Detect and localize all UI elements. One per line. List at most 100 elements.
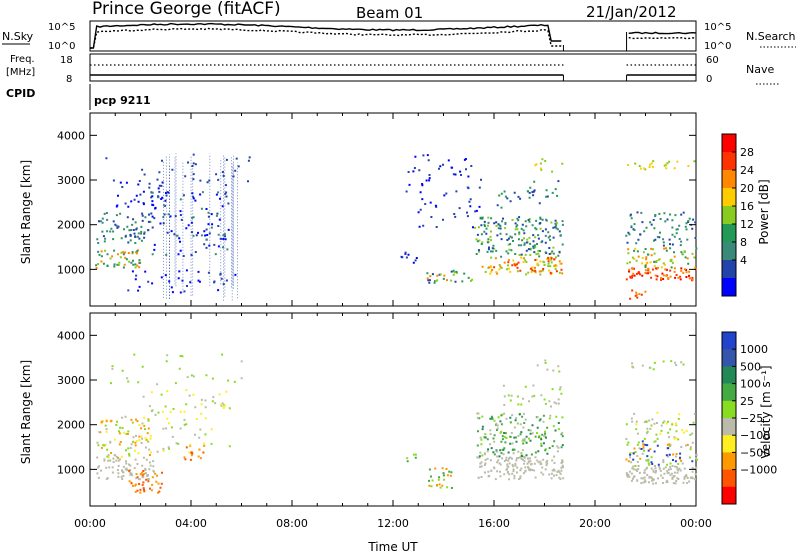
velocity-colorbar-label-5: −100: [740, 429, 770, 442]
nave-right-tick-bottom: 0: [706, 74, 712, 85]
power-colorbar-step-6: [722, 242, 736, 261]
noise-sky-label: N.Sky: [2, 30, 34, 43]
vel-echo-patch-12-0: [625, 465, 698, 485]
velocity-colorbar-label: Velocity [m s⁻¹]: [759, 365, 773, 458]
noise-left-tick-bottom: 10^0: [48, 41, 75, 52]
power-ytick-label-0: 1000: [57, 263, 85, 276]
time-tick-label-2: 08:00: [276, 517, 308, 530]
freq-panel-frame: [89, 53, 697, 82]
vel-echo-patch-10-1: [507, 385, 563, 406]
power-echo-patch-16-0: [628, 212, 691, 242]
vel-echo-patch-11-1: [544, 362, 561, 373]
velocity-colorbar-step-5: [722, 418, 736, 436]
freq-label-2: [MHz]: [6, 67, 35, 78]
time-tick-label-5: 20:00: [579, 517, 611, 530]
vel-echo-patch-1-1: [97, 420, 150, 458]
time-tick-label-3: 12:00: [377, 517, 409, 530]
velocity-ytick-label-1: 2000: [57, 419, 85, 432]
velocity-ylabel: Slant Range [km]: [19, 360, 33, 464]
noise-sky-trace-part2: [628, 31, 697, 35]
power-echo-patch-0-3: [95, 251, 135, 269]
power-data-layer: [95, 153, 698, 301]
power-colorbar-step-5: [722, 224, 736, 243]
velocity-colorbar-label-7: −1000: [740, 464, 777, 477]
velocity-colorbar-step-6: [722, 435, 736, 453]
velocity-colorbar-label-0: 1000: [740, 343, 768, 356]
noise-right-tick-bottom: 10^0: [704, 41, 731, 52]
velocity-colorbar-step-7: [722, 452, 736, 470]
power-echo-patch-0-2: [97, 249, 141, 266]
power-echo-patch-1-2: [98, 212, 153, 244]
velocity-colorbar-label-3: 25: [740, 395, 754, 408]
power-axis: 1000 2000 3000 4000: [57, 113, 697, 306]
power-echo-patch-7-3: [426, 269, 458, 284]
cpid-value: pcp 9211: [94, 94, 151, 107]
station-title: Prince George (fitACF): [92, 0, 281, 19]
noise-panel-frame: [89, 20, 697, 52]
freq-label-1: Freq.: [10, 54, 35, 65]
power-ytick-label-3: 4000: [57, 129, 85, 142]
power-echo-patch-8-0: [461, 272, 470, 283]
velocity-colorbar: 1000 500 100 25 −25 −100 −500 −1000: [721, 331, 777, 505]
vel-echo-patch-13-0: [629, 440, 698, 465]
velocity-colorbar-step-0: [722, 332, 736, 350]
power-echo-patch-7-2: [426, 274, 448, 282]
power-colorbar-step-4: [722, 206, 736, 225]
power-colorbar-label-1: 24: [740, 164, 754, 177]
power-colorbar-step-8: [722, 278, 736, 297]
power-echo-patch-11-0: [474, 216, 561, 256]
vel-echo-patch-8-0: [476, 456, 565, 481]
power-colorbar-label-5: 8: [740, 236, 747, 249]
velocity-data-layer: [96, 353, 698, 494]
power-colorbar-step-1: [722, 152, 736, 171]
power-colorbar: 28 24 20 16 12 8 4: [721, 133, 754, 297]
power-colorbar-label-3: 16: [740, 200, 754, 213]
beam-title: Beam 01: [356, 4, 423, 22]
velocity-panel-frame: [89, 312, 697, 507]
power-echo-patch-8-1: [470, 278, 474, 282]
velocity-colorbar-step-2: [722, 366, 736, 384]
power-echo-patch-6-1: [401, 251, 417, 262]
power-echo-patch-15-3: [626, 248, 696, 265]
power-colorbar-label-0: 28: [740, 146, 754, 159]
power-colorbar-label-2: 20: [740, 182, 754, 195]
velocity-colorbar-step-1: [722, 349, 736, 367]
cpid-label: CPID: [6, 87, 35, 100]
power-colorbar-label-4: 12: [740, 218, 754, 231]
noise-search-label: N.Search: [746, 30, 796, 43]
power-colorbar-frame: [721, 133, 737, 297]
velocity-ytick-label-2: 3000: [57, 374, 85, 387]
power-echo-patch-7-1: [434, 271, 458, 282]
power-echo-patch-16-2: [625, 211, 693, 247]
velocity-colorbar-label-2: 100: [740, 378, 761, 391]
velocity-ytick-label-3: 4000: [57, 329, 85, 342]
velocity-colorbar-step-3: [722, 383, 736, 402]
power-ytick-label-1: 2000: [57, 219, 85, 232]
power-echo-patch-13-0: [539, 158, 564, 173]
velocity-colorbar-step-4: [722, 400, 736, 419]
velocity-colorbar-step-9: [722, 486, 736, 505]
power-colorbar-step-0: [722, 134, 736, 153]
velocity-colorbar-label-1: 500: [740, 360, 761, 373]
power-echo-patch-4-1: [127, 271, 228, 293]
power-echo-patch-18-1: [629, 289, 643, 300]
power-echo-patch-6-0: [400, 252, 418, 264]
noise-sky-trace-part1: [90, 22, 562, 49]
power-colorbar-step-3: [722, 188, 736, 207]
vel-echo-patch-9-3: [476, 412, 564, 458]
velocity-colorbar-step-8: [722, 469, 736, 488]
vel-echo-patch-9-2: [476, 414, 564, 456]
power-panel-frame: [89, 112, 697, 307]
vel-echo-patch-6-1: [406, 453, 417, 460]
vel-echo-patch-11-0: [536, 359, 560, 372]
time-xlabel: Time UT: [367, 540, 418, 554]
noise-right-tick-top: 10^5: [704, 22, 731, 33]
power-echo-patch-14-2: [628, 267, 694, 281]
vel-echo-patch-10-0: [502, 384, 562, 408]
time-tick-label-4: 16:00: [478, 517, 510, 530]
freq-left-tick-top: 18: [60, 55, 73, 66]
time-tick-label-1: 04:00: [175, 517, 207, 530]
power-colorbar-step-2: [722, 170, 736, 189]
noise-left-tick-top: 10^5: [48, 22, 75, 33]
